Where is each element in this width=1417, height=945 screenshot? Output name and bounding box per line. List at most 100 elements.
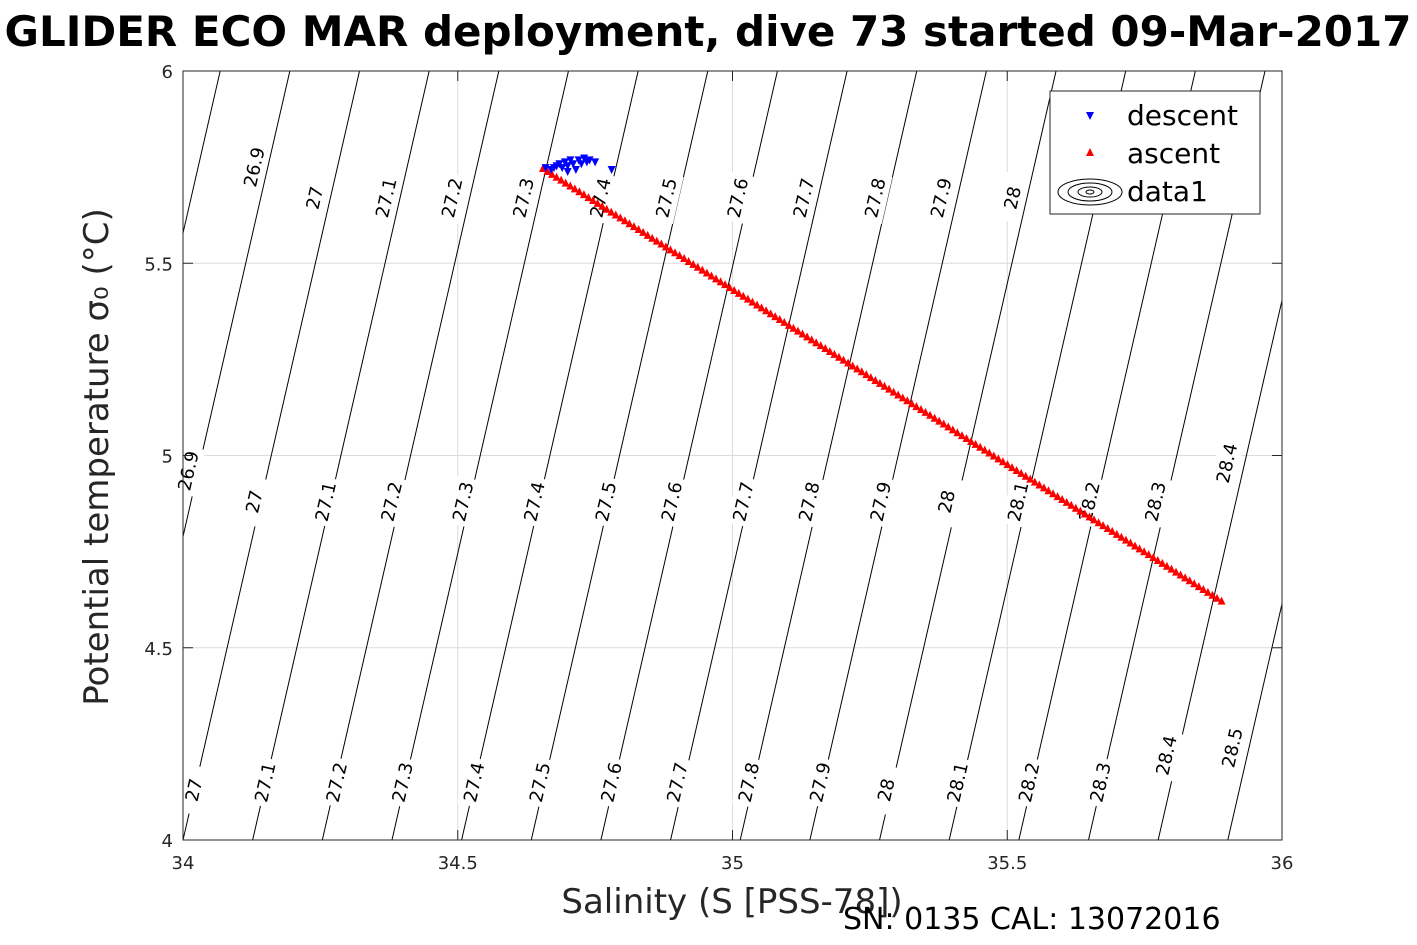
- contour-label-mask: [297, 171, 332, 224]
- ascent-point: [1172, 567, 1181, 576]
- contour-label-mask: [1072, 475, 1107, 528]
- contour-label-mask: [654, 475, 690, 528]
- contour-label: 27.5: [652, 176, 681, 220]
- contour-label: 27.9: [927, 176, 956, 220]
- chart-title: GLIDER ECO MAR deployment, dive 73 start…: [5, 7, 1412, 56]
- ascent-point: [871, 375, 880, 384]
- ascent-point: [798, 329, 807, 338]
- ascent-point: [548, 169, 557, 178]
- ascent-point: [998, 457, 1007, 466]
- ascent-point: [1076, 506, 1085, 515]
- ascent-point: [625, 219, 634, 228]
- contour-label: 27.2: [323, 761, 352, 805]
- ascent-point: [579, 190, 588, 199]
- ascent-point: [862, 370, 871, 379]
- contour-label-mask: [523, 756, 558, 809]
- ascent-point: [598, 201, 607, 210]
- contour-label: 27.5: [526, 761, 555, 805]
- ascent-point: [1008, 463, 1017, 472]
- contour-label: 27.4: [460, 761, 489, 805]
- x-axis-label: Salinity (S [PSS-78]): [561, 882, 902, 922]
- ascent-point: [661, 242, 670, 251]
- ascent-point: [816, 341, 825, 350]
- ascent-point: [1021, 471, 1030, 480]
- ascent-point: [762, 306, 771, 315]
- ascent-point: [793, 326, 802, 335]
- serial-calibration-note: SN: 0135 CAL: 13072016: [843, 902, 1221, 937]
- ascent-point: [766, 309, 775, 318]
- ascent-point: [711, 274, 720, 283]
- ascent-point: [1071, 503, 1080, 512]
- contour-label-mask: [457, 756, 492, 809]
- contour-label: 27.6: [658, 480, 687, 524]
- ascent-point: [589, 195, 598, 204]
- ascent-point: [575, 187, 584, 196]
- ascent-point: [630, 222, 639, 231]
- contour-label: 27.3: [389, 761, 418, 805]
- descent-point: [569, 160, 578, 169]
- contour-label: 27.9: [867, 480, 896, 524]
- contour-label: 28.3: [1086, 761, 1115, 805]
- ascent-point: [916, 405, 925, 414]
- ascent-point: [543, 166, 552, 175]
- ascent-point: [789, 323, 798, 332]
- ascent-point: [903, 396, 912, 405]
- ascent-point: [1149, 553, 1158, 562]
- ascent-point: [1103, 524, 1112, 533]
- contour-label-mask: [858, 171, 893, 224]
- ascent-point: [1112, 529, 1121, 538]
- ascent-point: [980, 445, 989, 454]
- contour-label: 27: [182, 777, 208, 804]
- ascent-point: [1167, 564, 1176, 573]
- ascent-point: [1044, 486, 1053, 495]
- ascent-point: [771, 312, 780, 321]
- ascent-point: [734, 288, 743, 297]
- density-contour-line: [670, 71, 848, 840]
- ascent-point: [889, 387, 898, 396]
- y-tick-label: 5.5: [144, 254, 173, 275]
- density-contour-line: [183, 71, 360, 840]
- density-contour-line: [0, 71, 81, 840]
- contour-label-mask: [1138, 475, 1173, 528]
- ascent-point: [1085, 512, 1094, 521]
- ascent-point: [1003, 460, 1012, 469]
- density-contour-line: [1297, 71, 1417, 840]
- ascent-point: [803, 332, 812, 341]
- x-tick-label: 34.5: [438, 853, 478, 874]
- ascent-point: [743, 294, 752, 303]
- contour-label: 27.1: [372, 176, 401, 220]
- x-tick-label: 35: [721, 853, 744, 874]
- y-axis-label: Potential temperature σ₀ (°C): [77, 208, 117, 706]
- ascent-point: [570, 184, 579, 193]
- x-tick-label: 35.5: [987, 853, 1027, 874]
- ascent-point: [730, 285, 739, 294]
- contour-label-mask: [319, 756, 354, 809]
- contour-label-mask: [1083, 756, 1118, 809]
- contour-label: 27.2: [438, 176, 467, 220]
- contour-label-mask: [792, 475, 827, 528]
- ascent-point: [689, 259, 698, 268]
- ascent-point: [566, 181, 575, 190]
- ascent-point: [1099, 521, 1108, 530]
- contour-label: 27.8: [795, 480, 824, 524]
- contour-label-mask: [649, 171, 684, 224]
- ascent-point: [675, 251, 684, 260]
- contour-label-mask: [308, 475, 343, 528]
- density-contour-line: [879, 71, 1057, 840]
- ascent-point: [680, 254, 689, 263]
- contour-label-mask: [374, 475, 409, 528]
- ascent-point: [948, 425, 957, 434]
- ascent-point: [1199, 584, 1208, 593]
- legend-box: [1049, 90, 1261, 215]
- contour-label: 27.3: [449, 480, 478, 524]
- density-contour-line: [183, 71, 221, 236]
- ascent-point: [1126, 538, 1135, 547]
- ascent-point: [634, 225, 643, 234]
- ascent-point: [967, 436, 976, 445]
- ascent-point: [898, 393, 907, 402]
- density-contour-line: [252, 71, 430, 840]
- density-contour-labels: 26.9 27 27.1 27.2 27.3 27.4 27.5 27.6 27.7 27.8 27…: [171, 141, 1250, 817]
- contour-label: 28.3: [1141, 480, 1170, 524]
- ascent-point: [866, 373, 875, 382]
- descent-point: [571, 166, 580, 175]
